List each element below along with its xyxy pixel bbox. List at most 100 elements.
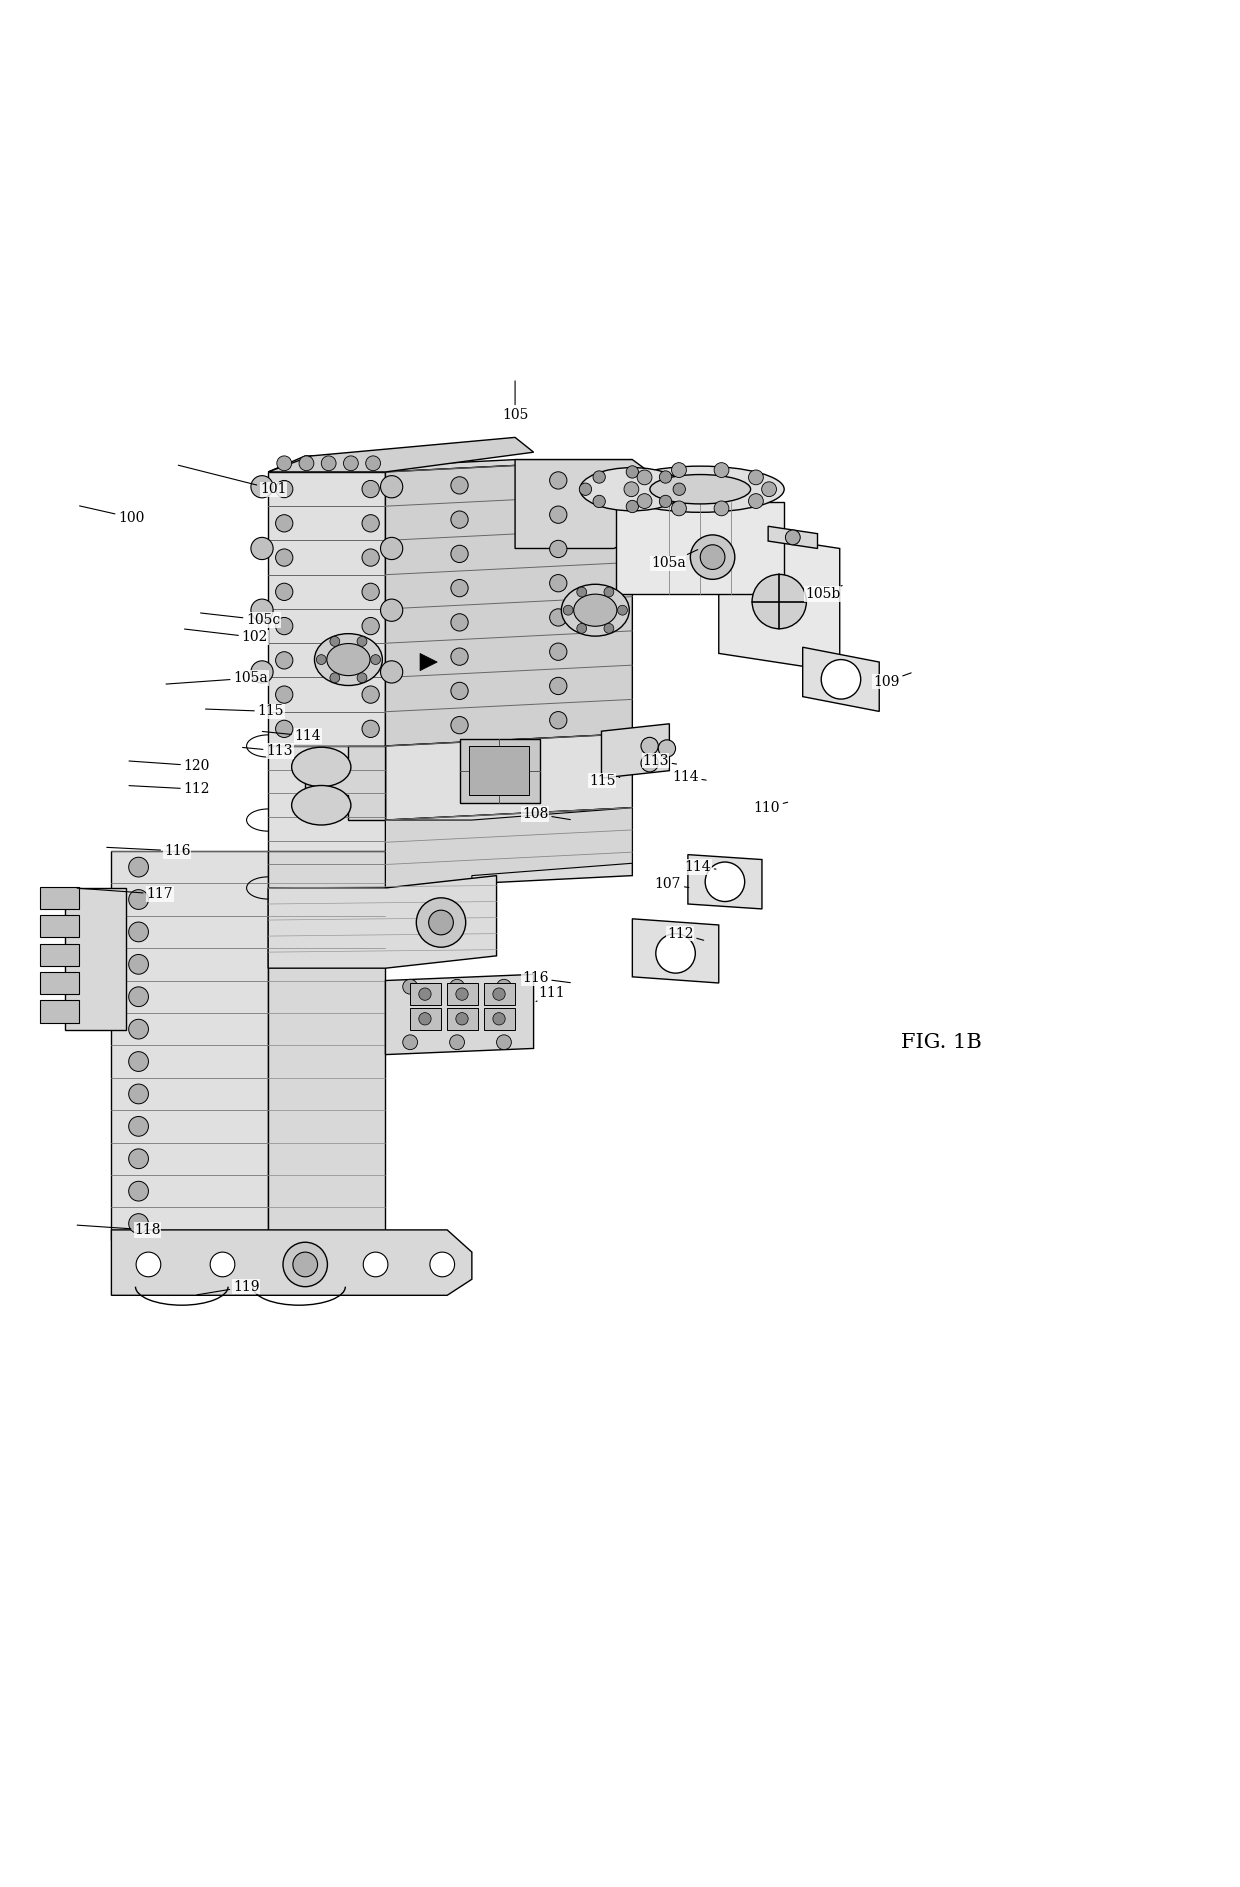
Text: 115: 115 [206,704,284,719]
Circle shape [549,506,567,523]
Text: 105: 105 [502,381,528,423]
Circle shape [321,457,336,470]
Polygon shape [64,889,126,1030]
Circle shape [691,534,735,579]
Circle shape [451,579,469,596]
Circle shape [673,483,686,496]
Circle shape [330,674,340,683]
Polygon shape [268,876,496,968]
Circle shape [129,1149,149,1168]
Circle shape [563,606,573,615]
Circle shape [549,677,567,694]
Circle shape [362,549,379,566]
Circle shape [293,1253,317,1277]
Bar [410,1008,441,1030]
Circle shape [641,755,658,772]
Circle shape [419,989,432,1000]
Circle shape [129,1213,149,1234]
Circle shape [451,717,469,734]
Polygon shape [386,460,632,745]
Circle shape [626,500,639,513]
Circle shape [451,511,469,528]
Circle shape [549,472,567,489]
Circle shape [286,1253,311,1277]
Circle shape [656,934,696,974]
Circle shape [129,889,149,910]
Bar [40,972,79,994]
Circle shape [129,955,149,974]
Text: 116: 116 [107,843,191,859]
Circle shape [362,721,379,738]
Polygon shape [112,851,268,1240]
Text: 115: 115 [589,774,620,787]
Circle shape [604,587,614,596]
Bar [410,983,441,1006]
Circle shape [749,470,764,485]
Text: 119: 119 [197,1279,259,1294]
Polygon shape [268,457,386,472]
Circle shape [626,466,639,477]
Circle shape [660,472,672,483]
Circle shape [749,494,764,508]
Text: 114: 114 [263,728,321,743]
Polygon shape [688,855,761,910]
Circle shape [637,470,652,485]
Circle shape [371,655,381,664]
Polygon shape [515,460,670,549]
Ellipse shape [650,474,750,504]
Ellipse shape [291,785,351,825]
Bar [484,1008,515,1030]
Ellipse shape [616,466,784,511]
Circle shape [275,721,293,738]
Circle shape [706,862,745,902]
Circle shape [429,910,454,934]
Circle shape [275,549,293,566]
Bar [470,745,528,794]
Circle shape [701,545,725,570]
Circle shape [362,481,379,498]
Text: 112: 112 [129,783,210,796]
Circle shape [129,857,149,877]
Ellipse shape [327,643,370,676]
Bar [448,983,479,1006]
Circle shape [129,1083,149,1104]
Circle shape [366,457,381,470]
Text: 113: 113 [243,743,293,759]
Circle shape [381,476,403,498]
Polygon shape [268,472,386,745]
Circle shape [250,660,273,683]
Circle shape [250,598,273,621]
Circle shape [275,651,293,670]
Circle shape [357,636,367,647]
Circle shape [419,1013,432,1025]
Circle shape [129,923,149,942]
Text: 116: 116 [522,972,570,985]
Circle shape [618,606,627,615]
Circle shape [672,500,687,515]
Ellipse shape [291,747,351,787]
Circle shape [330,636,340,647]
Text: 117: 117 [77,887,174,902]
Polygon shape [112,1230,472,1294]
Ellipse shape [315,634,382,685]
Bar [484,983,515,1006]
Circle shape [496,1034,511,1049]
Circle shape [316,655,326,664]
Circle shape [283,1242,327,1287]
Circle shape [492,1013,505,1025]
Circle shape [129,1051,149,1072]
Text: 111: 111 [536,985,564,1002]
Circle shape [641,738,658,755]
Circle shape [456,989,469,1000]
Circle shape [753,574,806,628]
Polygon shape [719,530,839,672]
Text: 114: 114 [672,770,706,783]
Text: 105c: 105c [201,613,280,626]
Circle shape [579,483,591,496]
Circle shape [549,711,567,728]
Text: 108: 108 [522,808,570,821]
Text: 113: 113 [642,753,677,768]
Bar [40,1000,79,1023]
Bar [40,944,79,966]
Circle shape [277,457,291,470]
